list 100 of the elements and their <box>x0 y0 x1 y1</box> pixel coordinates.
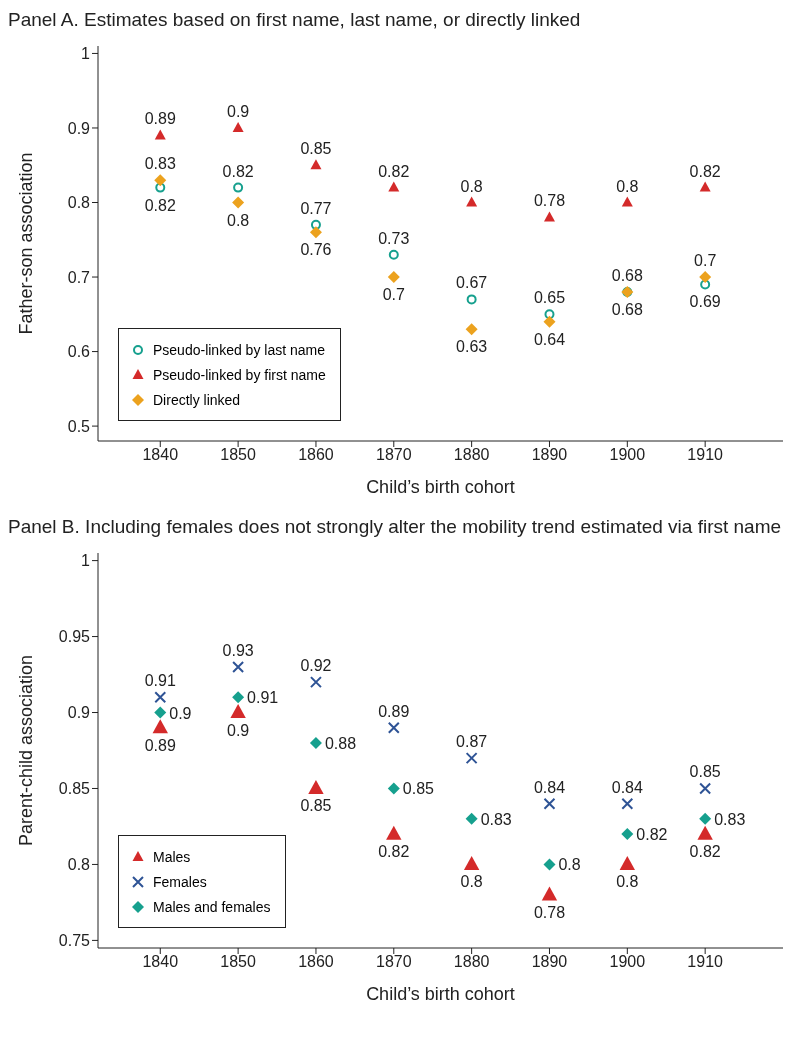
data-label: 0.8 <box>460 873 483 891</box>
point <box>232 660 245 673</box>
x-axis-title: Child’s birth cohort <box>366 477 515 497</box>
data-label: 0.77 <box>300 199 332 217</box>
point <box>543 315 556 328</box>
x-tick-label: 1870 <box>376 446 412 464</box>
y-tick-label: 0.9 <box>67 704 91 722</box>
point <box>544 309 555 320</box>
y-tick-label: 0.5 <box>67 417 91 435</box>
data-label: 0.83 <box>714 810 746 828</box>
point <box>466 294 477 305</box>
data-label: 0.83 <box>144 155 176 173</box>
point <box>388 249 399 260</box>
data-label: 0.82 <box>689 162 721 180</box>
data-label: 0.82 <box>378 843 410 861</box>
data-label: 0.82 <box>636 826 668 844</box>
data-label: 0.92 <box>300 657 332 675</box>
data-label: 0.9 <box>169 704 192 722</box>
point <box>387 721 400 734</box>
y-tick-label: 0.8 <box>67 194 91 212</box>
legend-label: Pseudo-linked by first name <box>153 366 326 383</box>
point <box>308 780 324 795</box>
data-label: 0.8 <box>460 177 483 195</box>
data-label: 0.8 <box>558 856 581 874</box>
data-label: 0.91 <box>247 689 279 707</box>
point <box>232 121 244 132</box>
x-tick-label: 1900 <box>609 446 646 464</box>
y-tick-label: 0.7 <box>67 268 91 286</box>
data-label: 0.67 <box>456 274 488 292</box>
point <box>621 196 633 207</box>
data-label: 0.88 <box>324 734 357 752</box>
data-label: 0.93 <box>222 641 254 659</box>
x-tick-label: 1880 <box>453 953 490 971</box>
y-tick-label: 0.75 <box>58 932 91 950</box>
data-label: 0.83 <box>480 810 512 828</box>
point <box>697 825 713 840</box>
x-axis-title: Child’s birth cohort <box>366 984 515 1004</box>
point <box>543 211 555 222</box>
point <box>155 182 166 193</box>
data-label: 0.82 <box>378 162 410 180</box>
point <box>387 271 400 284</box>
point <box>233 182 244 193</box>
data-label: 0.85 <box>300 797 332 815</box>
data-label: 0.78 <box>533 903 566 921</box>
point <box>621 797 634 810</box>
data-label: 0.78 <box>533 192 566 210</box>
point <box>309 676 322 689</box>
point <box>463 856 480 871</box>
x-tick-label: 1860 <box>298 446 334 464</box>
point <box>699 271 712 284</box>
point <box>230 704 246 719</box>
point <box>543 797 556 810</box>
data-label: 0.85 <box>300 140 332 158</box>
data-label: 0.87 <box>456 733 488 751</box>
data-label: 0.89 <box>144 736 176 754</box>
data-label: 0.91 <box>144 672 176 690</box>
point <box>387 782 400 795</box>
data-label: 0.82 <box>144 196 176 214</box>
legend-label: Pseudo-linked by last name <box>153 341 325 358</box>
point <box>154 691 167 704</box>
data-label: 0.63 <box>456 338 488 356</box>
y-tick-label: 1 <box>81 45 91 63</box>
point <box>309 226 322 239</box>
chart-title: Panel B. Including females does not strongly alter the mobility trend estimated via first name <box>8 515 783 539</box>
point <box>699 812 712 825</box>
point <box>465 323 478 336</box>
y-tick-label: 0.9 <box>67 119 91 137</box>
data-label: 0.85 <box>402 780 435 798</box>
x-tick-label: 1910 <box>687 953 724 971</box>
y-axis-title: Parent-child association <box>16 654 37 847</box>
x-tick-label: 1880 <box>453 446 490 464</box>
point <box>699 181 711 192</box>
legend-label: Males and females <box>153 898 271 915</box>
point <box>310 219 321 230</box>
point <box>386 825 402 840</box>
point <box>621 828 634 841</box>
data-label: 0.85 <box>689 763 721 781</box>
point <box>309 736 322 749</box>
data-label: 0.65 <box>533 289 566 307</box>
data-label: 0.8 <box>226 211 250 229</box>
data-label: 0.89 <box>144 110 176 128</box>
data-label: 0.84 <box>611 778 643 796</box>
x-tick-label: 1900 <box>609 953 646 971</box>
data-label: 0.9 <box>226 102 250 120</box>
data-label: 0.82 <box>222 162 254 180</box>
legend-label: Males <box>153 848 191 865</box>
point <box>232 691 245 704</box>
point <box>543 858 556 871</box>
x-tick-label: 1840 <box>142 446 179 464</box>
data-label: 0.7 <box>694 252 717 270</box>
data-label: 0.69 <box>689 293 721 311</box>
point <box>310 159 322 170</box>
point <box>699 782 712 795</box>
data-label: 0.84 <box>533 778 566 796</box>
data-label: 0.73 <box>378 229 410 247</box>
data-label: 0.64 <box>533 330 566 348</box>
y-tick-label: 0.95 <box>58 628 91 646</box>
point <box>154 706 167 719</box>
point <box>466 196 478 207</box>
data-label: 0.76 <box>300 241 332 259</box>
